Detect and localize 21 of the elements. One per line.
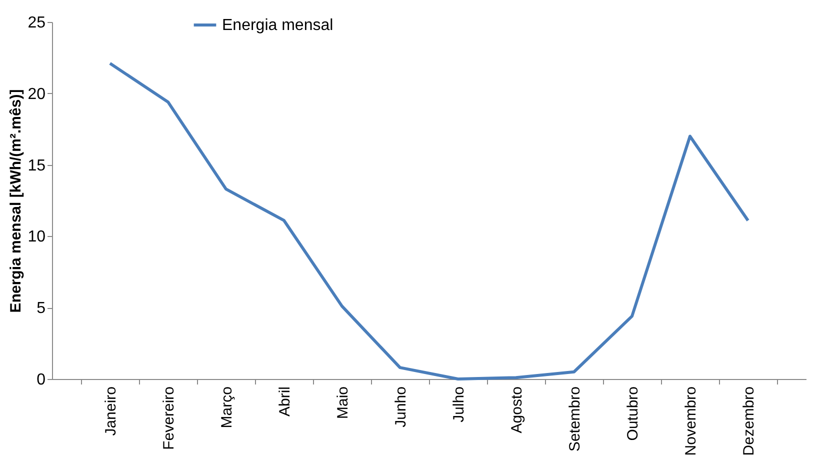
x-tick-label: Junho — [392, 386, 410, 428]
y-tick-label: 20 — [28, 86, 46, 103]
x-tick-label: Agosto — [508, 386, 526, 434]
x-tick-label: Janeiro — [102, 386, 120, 436]
y-tick-label: 15 — [28, 157, 46, 174]
line-series — [108, 62, 750, 380]
x-tick-label: Março — [218, 386, 236, 428]
x-tick-label: Julho — [450, 386, 468, 422]
y-tick-label: 5 — [36, 300, 46, 318]
y-tick-label: 0 — [36, 372, 46, 388]
x-tick-label: Abril — [276, 386, 294, 417]
x-tick-label: Maio — [334, 386, 352, 420]
x-tick-label: Outubro — [624, 386, 642, 441]
legend-label: Energia mensal — [222, 17, 334, 34]
x-tick-label: Dezembro — [740, 386, 758, 456]
y-tick-label: 10 — [28, 228, 46, 246]
y-tick-label: 25 — [28, 14, 46, 32]
x-tick-label: Fevereiro — [160, 386, 178, 450]
x-tick-label: Novembro — [682, 386, 700, 456]
y-axis-title: Energia mensal [kWh/(m².mês)] — [8, 89, 25, 313]
x-tick-label: Setembro — [566, 386, 584, 452]
